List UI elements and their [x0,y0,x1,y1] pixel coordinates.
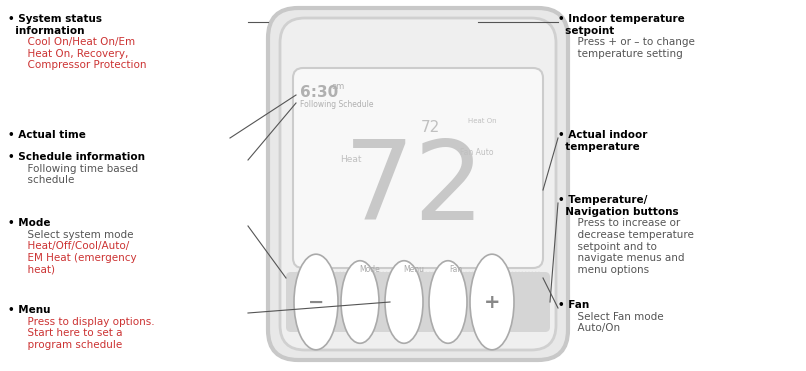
Text: setpoint and to: setpoint and to [558,242,657,252]
Text: Press to display options.: Press to display options. [8,316,155,326]
Text: Fan Auto: Fan Auto [460,148,493,157]
Ellipse shape [294,254,338,350]
Text: Menu: Menu [404,265,425,274]
FancyBboxPatch shape [286,272,550,332]
Text: • Mode: • Mode [8,218,51,228]
Text: −: − [308,292,324,312]
Text: • Actual time: • Actual time [8,130,86,140]
Text: 72: 72 [421,120,439,135]
Text: program schedule: program schedule [8,340,123,350]
Text: Mode: Mode [359,265,380,274]
Text: EM Heat (emergency: EM Heat (emergency [8,253,137,263]
FancyBboxPatch shape [293,68,543,268]
Text: Following time based: Following time based [8,164,138,174]
Text: schedule: schedule [8,175,74,185]
Text: Following Schedule: Following Schedule [300,100,373,109]
Text: navigate menus and: navigate menus and [558,253,684,263]
Text: menu options: menu options [558,265,649,275]
Text: Press to increase or: Press to increase or [558,218,680,228]
FancyBboxPatch shape [268,8,568,360]
Text: Fan: Fan [450,265,463,274]
Text: • Fan: • Fan [558,300,589,310]
Text: Heat/Off/Cool/Auto/: Heat/Off/Cool/Auto/ [8,241,129,251]
Text: Cool On/Heat On/Em: Cool On/Heat On/Em [8,37,135,47]
FancyBboxPatch shape [280,18,556,350]
Text: information: information [8,26,85,36]
Text: • Menu: • Menu [8,305,51,315]
Text: am: am [332,82,345,91]
Ellipse shape [470,254,514,350]
Text: Compressor Protection: Compressor Protection [8,60,147,70]
Text: • Actual indoor: • Actual indoor [558,130,647,140]
Text: Auto/On: Auto/On [558,323,620,333]
Text: • Schedule information: • Schedule information [8,152,145,162]
Text: Heat On: Heat On [468,118,496,124]
Text: Select Fan mode: Select Fan mode [558,312,663,322]
Text: Heat: Heat [340,155,362,164]
Text: Start here to set a: Start here to set a [8,328,123,338]
Ellipse shape [385,261,423,343]
Text: temperature setting: temperature setting [558,49,683,59]
Text: • Indoor temperature: • Indoor temperature [558,14,685,24]
Text: Heat On, Recovery,: Heat On, Recovery, [8,49,128,59]
Text: temperature: temperature [558,142,640,152]
Ellipse shape [429,261,467,343]
Text: Press + or – to change: Press + or – to change [558,37,695,47]
Text: • Temperature/: • Temperature/ [558,195,647,205]
Text: • System status: • System status [8,14,102,24]
Text: Navigation buttons: Navigation buttons [558,207,679,217]
Text: Select system mode: Select system mode [8,230,134,240]
Text: setpoint: setpoint [558,26,614,36]
Text: 6:30: 6:30 [300,85,339,100]
Text: heat): heat) [8,265,55,275]
Text: 72: 72 [344,137,486,243]
Ellipse shape [341,261,379,343]
Text: decrease temperature: decrease temperature [558,230,694,240]
Text: +: + [484,292,501,312]
